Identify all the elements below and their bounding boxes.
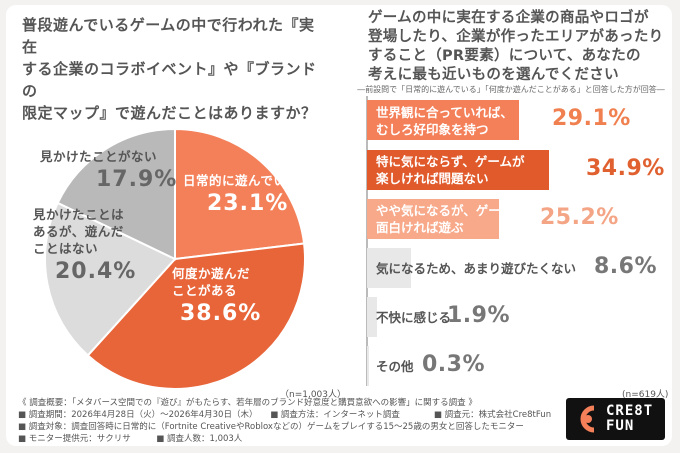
- pie-label-text: ことはない: [33, 241, 99, 256]
- bar-label-3: 気になるため、あまり遊びたくない: [376, 261, 577, 276]
- bar-2: [367, 199, 499, 239]
- pie-slice-notseen: [56, 127, 176, 261]
- bar-label-2: やや気になるが、ゲームが 面白ければ遊ぶ: [376, 202, 525, 236]
- pie-chart: [30, 124, 320, 398]
- left-question-line: 普段遊んでいるゲームの中で行われた『実在: [22, 16, 315, 56]
- bar-pct-3: 8.6%: [594, 254, 658, 279]
- bar-1: [367, 150, 549, 190]
- bar-label-line: 特に気にならず、ゲームが: [376, 154, 525, 169]
- pie-label-notseen: 見かけたことがない 17.9%: [40, 148, 177, 195]
- pie-svg: [44, 127, 306, 390]
- pie-label-pct: 20.4%: [55, 259, 137, 284]
- left-question: 普段遊んでいるゲームの中で行われた『実在 する企業のコラボイベント』や『ブランド…: [22, 14, 322, 124]
- bar-label-4: 不快に感じる: [376, 310, 452, 325]
- footer-line: ■ モニター提供元：サクリサ ■ 調査人数：1,003人: [18, 434, 243, 444]
- pie-label-text: 日常的に遊んでいる: [183, 173, 300, 188]
- footer-line: ■ 調査期間：2026年4月28日（火）～2026年4月30日（木） ■ 調査方…: [18, 410, 552, 420]
- pie-label-text: 見かけたことは: [33, 207, 125, 222]
- logo-text: CRE8T FUN: [606, 404, 653, 434]
- right-question-line: すること（PR要素）について、あなたの: [368, 48, 641, 64]
- bar-label-1: 特に気にならず、ゲームが 楽しければ問題ない: [376, 153, 525, 187]
- right-question: ゲームの中に実在する企業の商品やロゴが 登場したり、企業が作ったエリアがあったり…: [368, 9, 668, 85]
- right-question-line: 登場したり、企業が作ったエリアがあったり: [368, 29, 664, 45]
- right-question-note: ―前設問で「日常的に遊んでいる」「何度か遊んだことがある」と回答した方が回答―: [357, 85, 665, 94]
- pie-label-several: 何度か遊んだ ことがある 38.6%: [172, 265, 261, 329]
- bar-pct-2: 25.2%: [540, 205, 619, 230]
- bar-pct-5: 0.3%: [422, 352, 486, 377]
- right-question-line: ゲームの中に実在する企業の商品やロゴが: [368, 10, 649, 26]
- bar-5: [367, 346, 369, 386]
- bar-label-line: 面白ければ遊ぶ: [376, 220, 464, 235]
- bar-pct-0: 29.1%: [552, 106, 631, 131]
- bar-3: [367, 248, 411, 288]
- pie-label-daily: 日常的に遊んでいる 23.1%: [183, 172, 299, 219]
- pie-label-text: 何度か遊んだ: [172, 266, 251, 281]
- sample-size-left: （n=1,003人）: [280, 390, 347, 400]
- pie-label-seen: 見かけたことは あるが、遊んだ ことはない 20.4%: [33, 206, 136, 287]
- left-question-line: する企業のコラボイベント』や『ブランドの: [22, 60, 317, 100]
- pie-label-pct: 38.6%: [180, 301, 262, 326]
- pie-label-pct: 17.9%: [96, 167, 178, 192]
- bar-pct-4: 1.9%: [447, 303, 511, 328]
- bar-0: [367, 100, 519, 140]
- cre8tfun-logo: CRE8T FUN: [566, 398, 665, 440]
- bar-label-line: 世界観に合っていれば、: [376, 105, 513, 120]
- bar-label-line: むしろ好印象を持つ: [376, 122, 489, 137]
- bar-label-0: 世界観に合っていれば、 むしろ好印象を持つ: [376, 104, 513, 138]
- bar-4: [367, 297, 377, 337]
- logo-text-line: FUN: [606, 418, 635, 434]
- bar-pct-1: 34.9%: [586, 156, 665, 181]
- pie-label-text: 見かけたことがない: [40, 149, 158, 164]
- pie-label-text: あるが、遊んだ: [33, 224, 124, 239]
- pie-label-text: ことがある: [172, 283, 238, 298]
- pie-slice-seen: [44, 201, 177, 357]
- right-question-line: 考えに最も近いものを選んでください: [368, 67, 619, 83]
- bar-label-line: 楽しければ問題ない: [376, 171, 489, 186]
- bar-label-5: その他: [376, 359, 414, 374]
- footer-line: ■ 調査対象：調査回答時に日常的に（Fortnite CreativeやRobl…: [18, 422, 524, 432]
- footer-line: 《 調査概要：「メタバース空間での『遊び』がもたらす、若年層のブランド好意度と購…: [18, 398, 477, 408]
- left-question-line: 限定マップ』で遊んだことはありますか？: [22, 104, 317, 122]
- sample-size-right: (n=619人): [622, 390, 669, 400]
- pie-slice-several: [86, 242, 306, 390]
- logo-mark-icon: [580, 405, 595, 433]
- bar-label-line: やや気になるが、ゲームが: [376, 203, 526, 218]
- pie-slice-daily: [174, 127, 306, 261]
- logo-text-line: CRE8T: [606, 403, 654, 419]
- pie-label-pct: 23.1%: [207, 191, 289, 216]
- bar-axis: [366, 96, 368, 386]
